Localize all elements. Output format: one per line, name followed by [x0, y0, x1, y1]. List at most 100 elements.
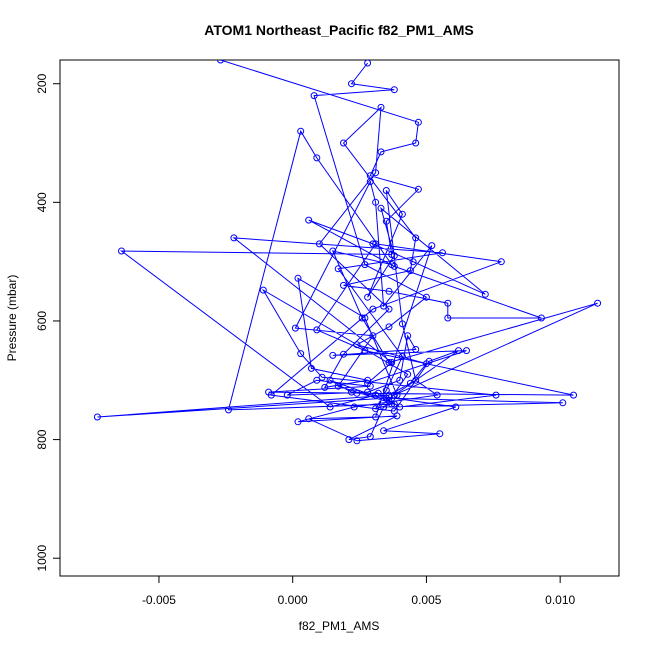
data-point: [340, 139, 347, 147]
data-point: [385, 305, 393, 313]
data-point: [396, 376, 404, 384]
data-point: [361, 261, 369, 269]
data-point: [305, 415, 313, 423]
data-point: [388, 359, 396, 366]
data-point: [369, 305, 377, 313]
x-tick-label: 0.010: [545, 593, 575, 607]
data-point: [366, 178, 374, 186]
data-point: [118, 247, 125, 255]
data-point: [404, 370, 412, 378]
data-point: [329, 351, 337, 359]
data-point: [340, 281, 347, 289]
data-point: [334, 382, 342, 390]
data-point: [393, 391, 401, 399]
data-point: [294, 418, 302, 426]
data-point: [396, 403, 404, 411]
data-point: [390, 391, 398, 399]
data-point: [372, 413, 380, 421]
data-point: [537, 314, 545, 322]
data-point: [313, 154, 321, 162]
data-point: [364, 60, 372, 67]
data-point: [348, 388, 355, 396]
data-point: [436, 430, 444, 438]
data-point: [361, 347, 369, 355]
y-tick-label: 200: [35, 73, 49, 93]
y-tick-label: 400: [35, 192, 49, 212]
data-point: [444, 314, 452, 322]
data-point: [297, 350, 305, 358]
data-point: [380, 302, 388, 310]
data-point: [307, 364, 315, 372]
data-point: [334, 265, 342, 273]
data-point: [329, 247, 337, 255]
data-point: [406, 379, 414, 387]
data-point: [412, 139, 420, 147]
data-point: [444, 299, 452, 307]
x-axis-label: f82_PM1_AMS: [299, 619, 380, 633]
y-tick-label: 1000: [35, 545, 49, 572]
data-point: [385, 391, 393, 399]
data-point: [398, 320, 406, 328]
data-point: [388, 400, 396, 408]
data-point: [390, 86, 398, 94]
data-point: [93, 413, 101, 421]
data-point: [439, 249, 446, 257]
data-point: [259, 286, 267, 294]
data-point: [265, 388, 273, 396]
series-layer: [93, 60, 602, 445]
data-point: [348, 80, 355, 88]
data-point: [380, 403, 388, 411]
series-line: [97, 60, 598, 442]
data-point: [393, 412, 401, 420]
data-point: [313, 376, 321, 384]
data-point: [414, 185, 422, 193]
data-point: [364, 379, 372, 387]
data-point: [340, 350, 347, 358]
data-point: [377, 148, 385, 156]
data-point: [422, 360, 430, 368]
data-point: [390, 400, 398, 408]
data-point: [594, 299, 602, 307]
data-point: [380, 427, 388, 435]
data-point: [398, 210, 406, 218]
data-point: [385, 323, 393, 331]
data-point: [372, 405, 380, 413]
data-point: [366, 433, 374, 441]
data-point: [422, 293, 430, 301]
data-point: [364, 388, 372, 396]
data-point: [372, 198, 380, 206]
data-point: [398, 353, 406, 361]
data-point: [377, 103, 385, 111]
data-point: [428, 242, 436, 250]
data-point: [390, 252, 398, 260]
data-point: [326, 403, 334, 411]
series-clip-group: [93, 60, 602, 445]
data-point: [305, 216, 313, 224]
data-point: [225, 406, 232, 414]
data-point: [230, 234, 238, 242]
data-point: [492, 391, 500, 399]
data-point: [374, 389, 382, 397]
y-tick-label: 800: [35, 429, 49, 449]
data-point: [409, 258, 417, 266]
chart-title: ATOM1 Northeast_Pacific f82_PM1_AMS: [204, 22, 473, 38]
data-point: [570, 391, 577, 399]
data-point: [364, 376, 372, 384]
y-axis-label: Pressure (mbar): [5, 275, 19, 362]
data-point: [294, 274, 302, 282]
data-point: [452, 403, 460, 411]
data-point: [433, 391, 441, 399]
data-point: [350, 403, 358, 411]
x-tick-label: 0.005: [411, 593, 441, 607]
data-point: [353, 341, 361, 349]
data-point: [412, 345, 420, 353]
data-point: [497, 258, 505, 266]
data-point: [414, 118, 422, 126]
data-point: [291, 324, 299, 332]
data-point: [364, 293, 372, 301]
data-point: [412, 376, 420, 384]
data-point: [463, 347, 470, 355]
data-point: [361, 314, 369, 322]
data-point: [321, 383, 329, 391]
